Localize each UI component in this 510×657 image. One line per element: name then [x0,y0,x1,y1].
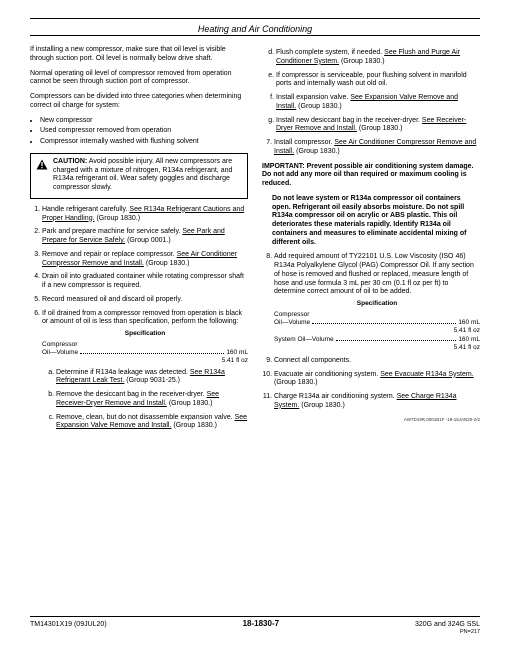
bullet-list: New compressor Used compressor removed f… [30,117,248,147]
header-rule-top [30,18,480,19]
spec-item: Oil—Volume [274,319,310,327]
text: (Group 1830.) [299,402,345,409]
list-item: Add required amount of TY22101 U.S. Low … [274,253,480,352]
caution-box: CAUTION: Avoid possible injury. All new … [30,153,248,199]
text: If oil drained from a compressor removed… [42,310,242,326]
text: Handle refrigerant carefully. [42,206,129,213]
spec-value: 160 mL [458,336,480,344]
text: Flush complete system, if needed. [276,49,384,56]
text: Remove and repair or replace compressor. [42,251,177,258]
text: Park and prepare machine for service saf… [42,228,182,235]
list-item: Install compressor. See Air Conditioner … [274,139,480,157]
list-item: Install new desiccant bag in the receive… [276,117,480,135]
list-item: Drain oil into graduated container while… [42,273,248,291]
spec-value: 160 mL [458,319,480,327]
spec-heading: Specification [42,330,248,338]
footer-page-number: 18-1830-7 [243,619,279,628]
alpha-list: Determine if R134a leakage was detected.… [42,369,248,432]
list-item: If compressor is serviceable, pour flush… [276,72,480,90]
caution-label: CAUTION: [53,158,87,165]
spec-heading: Specification [274,300,480,308]
list-item: Remove the desiccant bag in the receiver… [56,391,248,409]
text: (Group 1830.) [274,379,318,386]
spec-label: Compressor [42,341,248,349]
list-item: New compressor [40,117,248,126]
text: (Group 0001.) [125,237,171,244]
alpha-list-cont: Flush complete system, if needed. See Fl… [262,49,480,134]
link-text: See Evacuate R134a System. [380,371,473,378]
text: (Group 1830.) [357,125,403,132]
footer-row: TM14301X19 (09JUL20) 18-1830-7 320G and … [30,619,480,628]
right-column: Flush complete system, if needed. See Fl… [262,46,480,437]
list-item: Flush complete system, if needed. See Fl… [276,49,480,67]
text: (Group 1830.) [294,148,340,155]
paragraph: If installing a new compressor, make sur… [30,46,248,64]
text: (Group 1830.) [296,103,342,110]
text: Remove the desiccant bag in the receiver… [56,391,207,398]
text: Determine if R134a leakage was detected. [56,369,190,376]
paragraph: Compressors can be divided into three ca… [30,93,248,111]
list-item: Park and prepare machine for service saf… [42,228,248,246]
spec-row: System Oil—Volume 160 mL [274,336,480,344]
text: Install new desiccant bag in the receive… [276,117,422,124]
important-text: Do not leave system or R134a compressor … [272,195,467,246]
list-item: Record measured oil and discard oil prop… [42,296,248,305]
spec-row: Oil—Volume 160 mL [42,349,248,357]
text: (Group 1830.) [171,422,217,429]
text: Remove, clean, but do not disassemble ex… [56,414,235,421]
spec-item: System Oil—Volume [274,336,334,344]
spec-value: 160 mL [226,349,248,357]
dot-leader [336,336,457,341]
text: Add required amount of TY22101 U.S. Low … [274,253,474,295]
page: Heating and Air Conditioning If installi… [0,0,510,657]
footer-right: 320G and 324G SSL [415,621,480,628]
important-label: IMPORTANT: [262,163,305,170]
doc-code: AW7D19R,0001B1F -19-15JAN20-2/2 [262,417,480,423]
paragraph: Normal operating oil level of compressor… [30,70,248,88]
footer-left: TM14301X19 (09JUL20) [30,621,107,628]
page-title: Heating and Air Conditioning [30,21,480,35]
list-item: Charge R134a air conditioning system. Se… [274,393,480,411]
text: (Group 1830.) [144,260,190,267]
footer-rule [30,616,480,617]
text: (Group 9031-25.) [124,377,180,384]
list-item: Handle refrigerant carefully. See R134a … [42,206,248,224]
list-item: Determine if R134a leakage was detected.… [56,369,248,387]
text: Charge R134a air conditioning system. [274,393,397,400]
numbered-list-cont: Install compressor. See Air Conditioner … [262,139,480,157]
caution-text: CAUTION: Avoid possible injury. All new … [53,158,242,193]
left-column: If installing a new compressor, make sur… [30,46,248,437]
text: Install compressor. [274,139,334,146]
text: Evacuate air conditioning system. [274,371,380,378]
spec-value: 5.41 fl oz [274,344,480,352]
footer-pn: PN=217 [30,629,480,635]
text: (Group 1830.) [339,58,385,65]
text: (Group 1830.) [95,215,141,222]
dot-leader [312,319,456,324]
warning-triangle-icon [36,159,48,170]
important-block-2: Do not leave system or R134a compressor … [262,195,480,248]
list-item: Remove, clean, but do not disassemble ex… [56,414,248,432]
text: (Group 1830.) [167,400,213,407]
list-item: If oil drained from a compressor removed… [42,310,248,432]
list-item: Connect all components. [274,357,480,366]
list-item: Remove and repair or replace compressor.… [42,251,248,269]
list-item: Install expansion valve. See Expansion V… [276,94,480,112]
numbered-list: Handle refrigerant carefully. See R134a … [30,206,248,431]
spec-item: Oil—Volume [42,349,78,357]
list-item: Used compressor removed from operation [40,127,248,136]
list-item: Compressor internally washed with flushi… [40,138,248,147]
text: Install expansion valve. [276,94,350,101]
numbered-list-cont2: Add required amount of TY22101 U.S. Low … [262,253,480,410]
header-rule-bottom [30,35,480,36]
spec-label: Compressor [274,311,480,319]
spec-value: 5.41 fl oz [42,357,248,365]
spec-value: 5.41 fl oz [274,327,480,335]
dot-leader [80,349,224,354]
list-item: Evacuate air conditioning system. See Ev… [274,371,480,389]
spec-row: Oil—Volume 160 mL [274,319,480,327]
content-columns: If installing a new compressor, make sur… [30,46,480,437]
page-footer: TM14301X19 (09JUL20) 18-1830-7 320G and … [30,616,480,635]
important-block: IMPORTANT: Prevent possible air conditio… [262,163,480,189]
